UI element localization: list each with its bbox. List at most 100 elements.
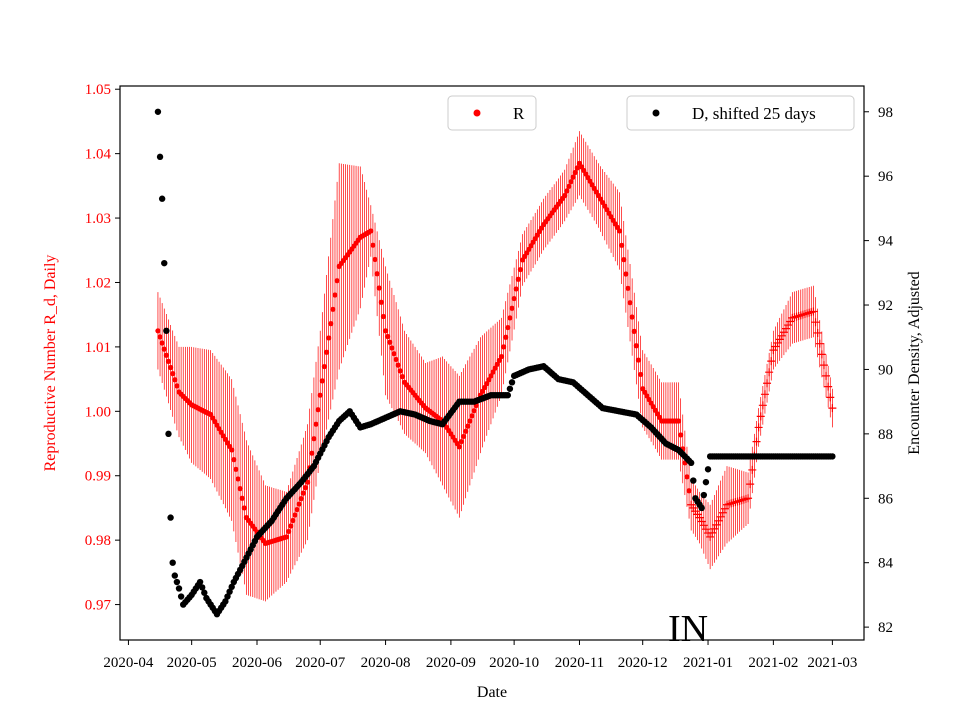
r-point	[699, 521, 708, 530]
r-point	[300, 490, 306, 496]
x-tick-label: 2020-05	[167, 655, 217, 671]
r-point	[370, 242, 376, 248]
r-point	[792, 312, 801, 321]
r-point	[819, 361, 828, 370]
r-point	[746, 480, 755, 489]
r-point	[490, 369, 496, 375]
r-point	[706, 532, 715, 541]
r-point	[729, 498, 738, 507]
r-point	[714, 516, 723, 525]
r-point	[172, 377, 178, 383]
d-point	[226, 588, 233, 595]
x-axis-title: Date	[477, 684, 507, 701]
r-point	[803, 309, 812, 318]
d-point	[171, 572, 178, 579]
d-point	[158, 195, 166, 202]
left-y-tick-label: 0.97	[85, 598, 112, 614]
r-point	[716, 512, 725, 521]
d-point	[704, 466, 712, 473]
legend-r[interactable]: R	[447, 95, 537, 131]
r-point	[623, 271, 629, 277]
r-point	[763, 379, 772, 388]
r-point	[782, 324, 791, 333]
d-point	[228, 583, 235, 591]
d-point	[702, 478, 710, 486]
r-point	[239, 495, 245, 501]
r-point	[570, 174, 576, 180]
r-point	[334, 278, 340, 284]
r-point	[807, 308, 816, 317]
r-point	[744, 494, 753, 503]
r-point	[372, 256, 378, 263]
r-point	[574, 165, 580, 171]
r-point	[635, 357, 642, 363]
r-point	[798, 310, 807, 319]
d-point	[198, 584, 206, 591]
d-point	[167, 514, 174, 521]
r-point	[723, 500, 732, 509]
d-point	[224, 593, 231, 600]
r-point	[235, 476, 241, 482]
r-point	[374, 271, 380, 277]
d-point	[173, 578, 181, 586]
r-point	[471, 408, 477, 414]
r-point	[629, 314, 635, 320]
d-point	[163, 327, 170, 334]
r-point	[758, 401, 767, 410]
r-point	[796, 311, 805, 320]
r-point	[712, 520, 721, 529]
r-point	[739, 495, 748, 504]
d-point	[175, 585, 183, 592]
left-y-tick-label: 0.98	[85, 533, 111, 549]
left-y-tick-label: 0.99	[85, 469, 111, 485]
r-point	[824, 382, 833, 391]
r-point	[513, 286, 519, 292]
r-point	[319, 378, 325, 384]
r-point	[469, 413, 475, 419]
r-point	[619, 242, 625, 248]
r-point	[809, 307, 818, 316]
r-point	[241, 505, 247, 511]
r-point	[233, 466, 239, 472]
r-point	[315, 407, 321, 413]
r-point	[494, 361, 500, 367]
r-point	[631, 328, 637, 334]
legend-r-marker	[473, 109, 481, 117]
right-y-tick-label: 90	[878, 362, 893, 378]
right-y-tick-label: 92	[878, 298, 893, 314]
r-point	[463, 428, 469, 434]
r-point	[779, 328, 788, 337]
d-point	[829, 453, 836, 460]
r-point	[467, 418, 473, 424]
r-point	[174, 383, 180, 389]
r-point	[769, 346, 778, 355]
legend-d[interactable]: D, shifted 25 days	[626, 95, 855, 131]
r-point	[311, 436, 317, 442]
r-point	[317, 392, 323, 398]
right-y-tick-label: 82	[878, 620, 893, 636]
x-tick-label: 2020-08	[361, 655, 411, 671]
r-point	[788, 313, 797, 322]
r-point	[756, 412, 765, 421]
r-point	[332, 292, 338, 298]
r-point	[229, 447, 235, 453]
r-point	[393, 356, 399, 363]
r-point	[725, 500, 734, 509]
x-tick-label: 2020-10	[489, 655, 539, 671]
d-point	[698, 504, 705, 512]
r-point	[637, 371, 644, 378]
r-point	[296, 501, 302, 507]
d-point	[154, 108, 162, 115]
r-point	[395, 362, 401, 368]
r-point	[616, 228, 623, 234]
r-point	[376, 285, 382, 291]
r-point	[460, 433, 467, 440]
d-point	[161, 259, 168, 267]
r-point	[302, 485, 309, 491]
r-point	[498, 353, 505, 360]
r-point	[568, 179, 574, 185]
r-point	[157, 334, 163, 340]
x-axis: 2020-04 2020-05 2020-06 2020-07 2020-08 2020-…	[103, 640, 857, 671]
r-point	[511, 295, 517, 302]
left-y-tick-label: 1.04	[85, 147, 112, 163]
